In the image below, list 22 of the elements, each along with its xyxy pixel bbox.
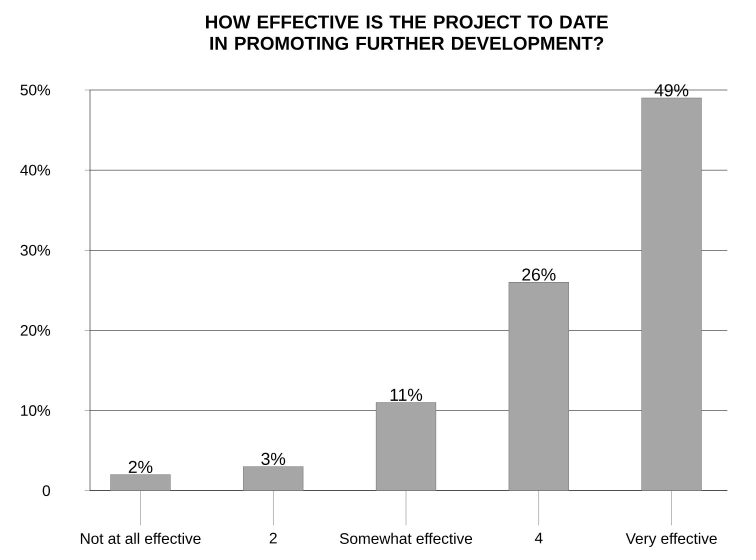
- y-tick-label: 50%: [20, 84, 50, 96]
- data-label: 2%: [128, 460, 152, 474]
- bar: [110, 474, 171, 491]
- data-label: 26%: [522, 268, 556, 281]
- y-tick-label: 20%: [20, 324, 50, 336]
- y-tick-label: 40%: [20, 164, 50, 176]
- chart-title: HOW EFFECTIVE IS THE PROJECT TO DATE IN PROMOTING FURTHER DEVELOPMENT?: [206, 15, 608, 50]
- bar: [243, 466, 304, 491]
- y-tick-label: 0: [42, 485, 50, 496]
- y-tick-label: 30%: [20, 244, 50, 256]
- bar: [508, 282, 569, 491]
- x-tick-label: Very effective: [626, 532, 717, 547]
- bar: [376, 402, 436, 491]
- x-tick-label: 2: [270, 532, 277, 544]
- data-label: 3%: [261, 452, 286, 466]
- data-label: 11%: [390, 388, 422, 401]
- x-tick-label: Not at all effective: [80, 532, 201, 544]
- x-tick-label: 4: [534, 532, 543, 544]
- y-tick-label: 10%: [21, 405, 50, 416]
- bar: [641, 98, 702, 491]
- x-tick-label: Somewhat effective: [340, 532, 472, 544]
- data-label: 49%: [654, 84, 688, 96]
